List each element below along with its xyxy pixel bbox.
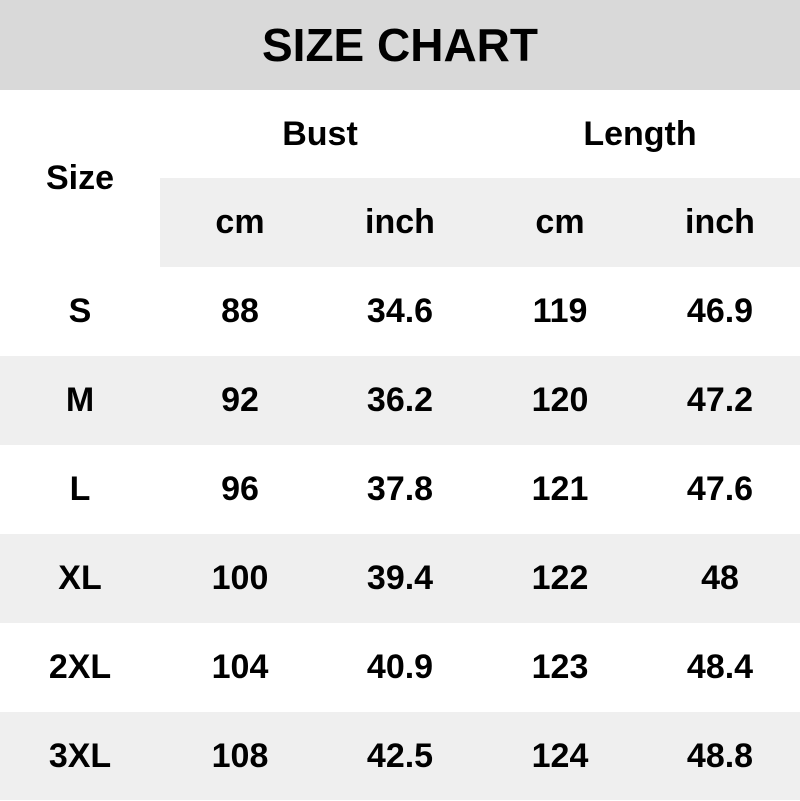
size-chart-title: SIZE CHART [0, 0, 800, 90]
table-cell: 119 [532, 292, 588, 330]
size-label: 3XL [48, 737, 112, 775]
table-cell: 48.4 [686, 648, 754, 686]
size-label: S [68, 292, 92, 330]
group-header-bust: Bust [282, 114, 358, 153]
table-cell: 100 [211, 559, 269, 597]
group-header-length: Length [583, 114, 697, 153]
table-cell: 48 [701, 559, 739, 597]
table-cell: 42.5 [366, 737, 434, 775]
table-cell: 96 [221, 470, 259, 508]
size-label: XL [58, 559, 102, 597]
table-cell: 48.8 [686, 737, 754, 775]
table-cell: 36.2 [366, 381, 434, 419]
row-stripe [0, 356, 800, 445]
size-label: L [69, 470, 91, 508]
table-cell: 108 [211, 737, 269, 775]
table-cell: 120 [531, 381, 589, 419]
table-cell: 34.6 [366, 292, 434, 330]
unit-header: cm [215, 203, 265, 241]
table-cell: 47.2 [686, 381, 754, 419]
size-label: M [65, 381, 95, 419]
unit-header: inch [685, 203, 755, 241]
unit-header: inch [365, 203, 435, 241]
table-cell: 123 [531, 648, 589, 686]
table-cell: 39.4 [366, 559, 434, 597]
table-cell: 37.8 [366, 470, 434, 508]
size-label: 2XL [48, 648, 112, 686]
table-cell: 92 [221, 381, 259, 419]
table-cell: 104 [211, 648, 269, 686]
table-cell: 122 [531, 559, 589, 597]
table-cell: 40.9 [366, 648, 434, 686]
table-cell: 47.6 [686, 470, 754, 508]
unit-header-band [160, 178, 800, 267]
size-column-header: Size [45, 159, 115, 197]
unit-header: cm [535, 203, 585, 241]
table-cell: 124 [531, 737, 589, 775]
table-cell: 121 [531, 470, 589, 508]
row-stripe [0, 712, 800, 800]
row-stripe [0, 534, 800, 623]
table-cell: 46.9 [686, 292, 754, 330]
table-cell: 88 [221, 292, 259, 330]
